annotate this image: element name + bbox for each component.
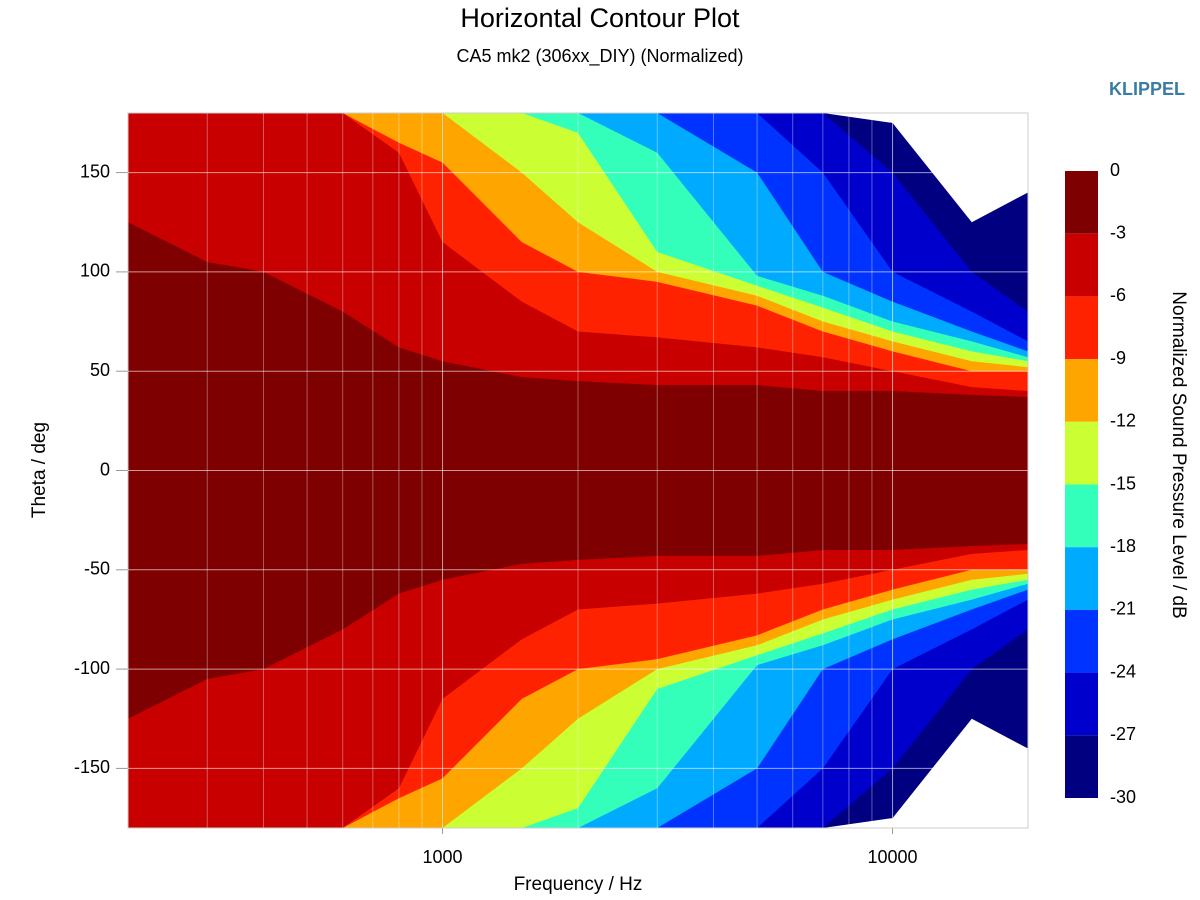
colorbar-band: [1065, 547, 1098, 610]
y-tick-label: 150: [80, 161, 110, 181]
y-tick-label: -100: [74, 658, 110, 678]
colorbar-tick-label: 0: [1110, 160, 1120, 180]
colorbar-tick-label: -30: [1110, 787, 1136, 807]
x-axis-label: Frequency / Hz: [514, 874, 643, 895]
colorbar-tick-label: -3: [1110, 222, 1126, 242]
colorbar-band: [1065, 484, 1098, 548]
colorbar-band: [1065, 609, 1098, 673]
y-tick-label: -150: [74, 757, 110, 777]
y-tick-label: -50: [84, 559, 110, 579]
colorbar-tick-label: -27: [1110, 724, 1136, 744]
colorbar-band: [1065, 296, 1098, 360]
colorbar-tick-label: -24: [1110, 661, 1136, 681]
chart-title: Horizontal Contour Plot: [460, 3, 740, 33]
colorbar-band: [1065, 672, 1098, 736]
colorbar-tick-label: -6: [1110, 285, 1126, 305]
colorbar-tick-label: -9: [1110, 348, 1126, 368]
y-tick-label: 0: [100, 459, 110, 479]
contour-region: [128, 718, 1028, 828]
colorbar-band: [1065, 421, 1098, 485]
y-tick-label: 100: [80, 261, 110, 281]
plot-frame: [127, 112, 1029, 829]
colorbar-tick-label: -18: [1110, 536, 1136, 556]
colorbar-label: Normalized Sound Pressure Level / dB: [1168, 291, 1189, 618]
colorbar-tick-label: -21: [1110, 599, 1136, 619]
y-axis-label: Theta / deg: [29, 422, 50, 518]
colorbar-tick-label: -12: [1110, 411, 1136, 431]
brand: KLIPPEL: [1109, 79, 1185, 99]
colorbar-band: [1065, 233, 1098, 297]
chart-subtitle: CA5 mk2 (306xx_DIY) (Normalized): [456, 46, 743, 67]
colorbar-band: [1065, 359, 1098, 422]
colorbar-band: [1065, 735, 1098, 798]
colorbar-tick-label: -15: [1110, 473, 1136, 493]
colorbar-band: [1065, 171, 1098, 234]
x-tick-label: 10000: [868, 847, 918, 867]
contour-region: [128, 113, 1028, 223]
y-tick-label: 50: [90, 360, 110, 380]
x-tick-label: 1000: [423, 847, 463, 867]
